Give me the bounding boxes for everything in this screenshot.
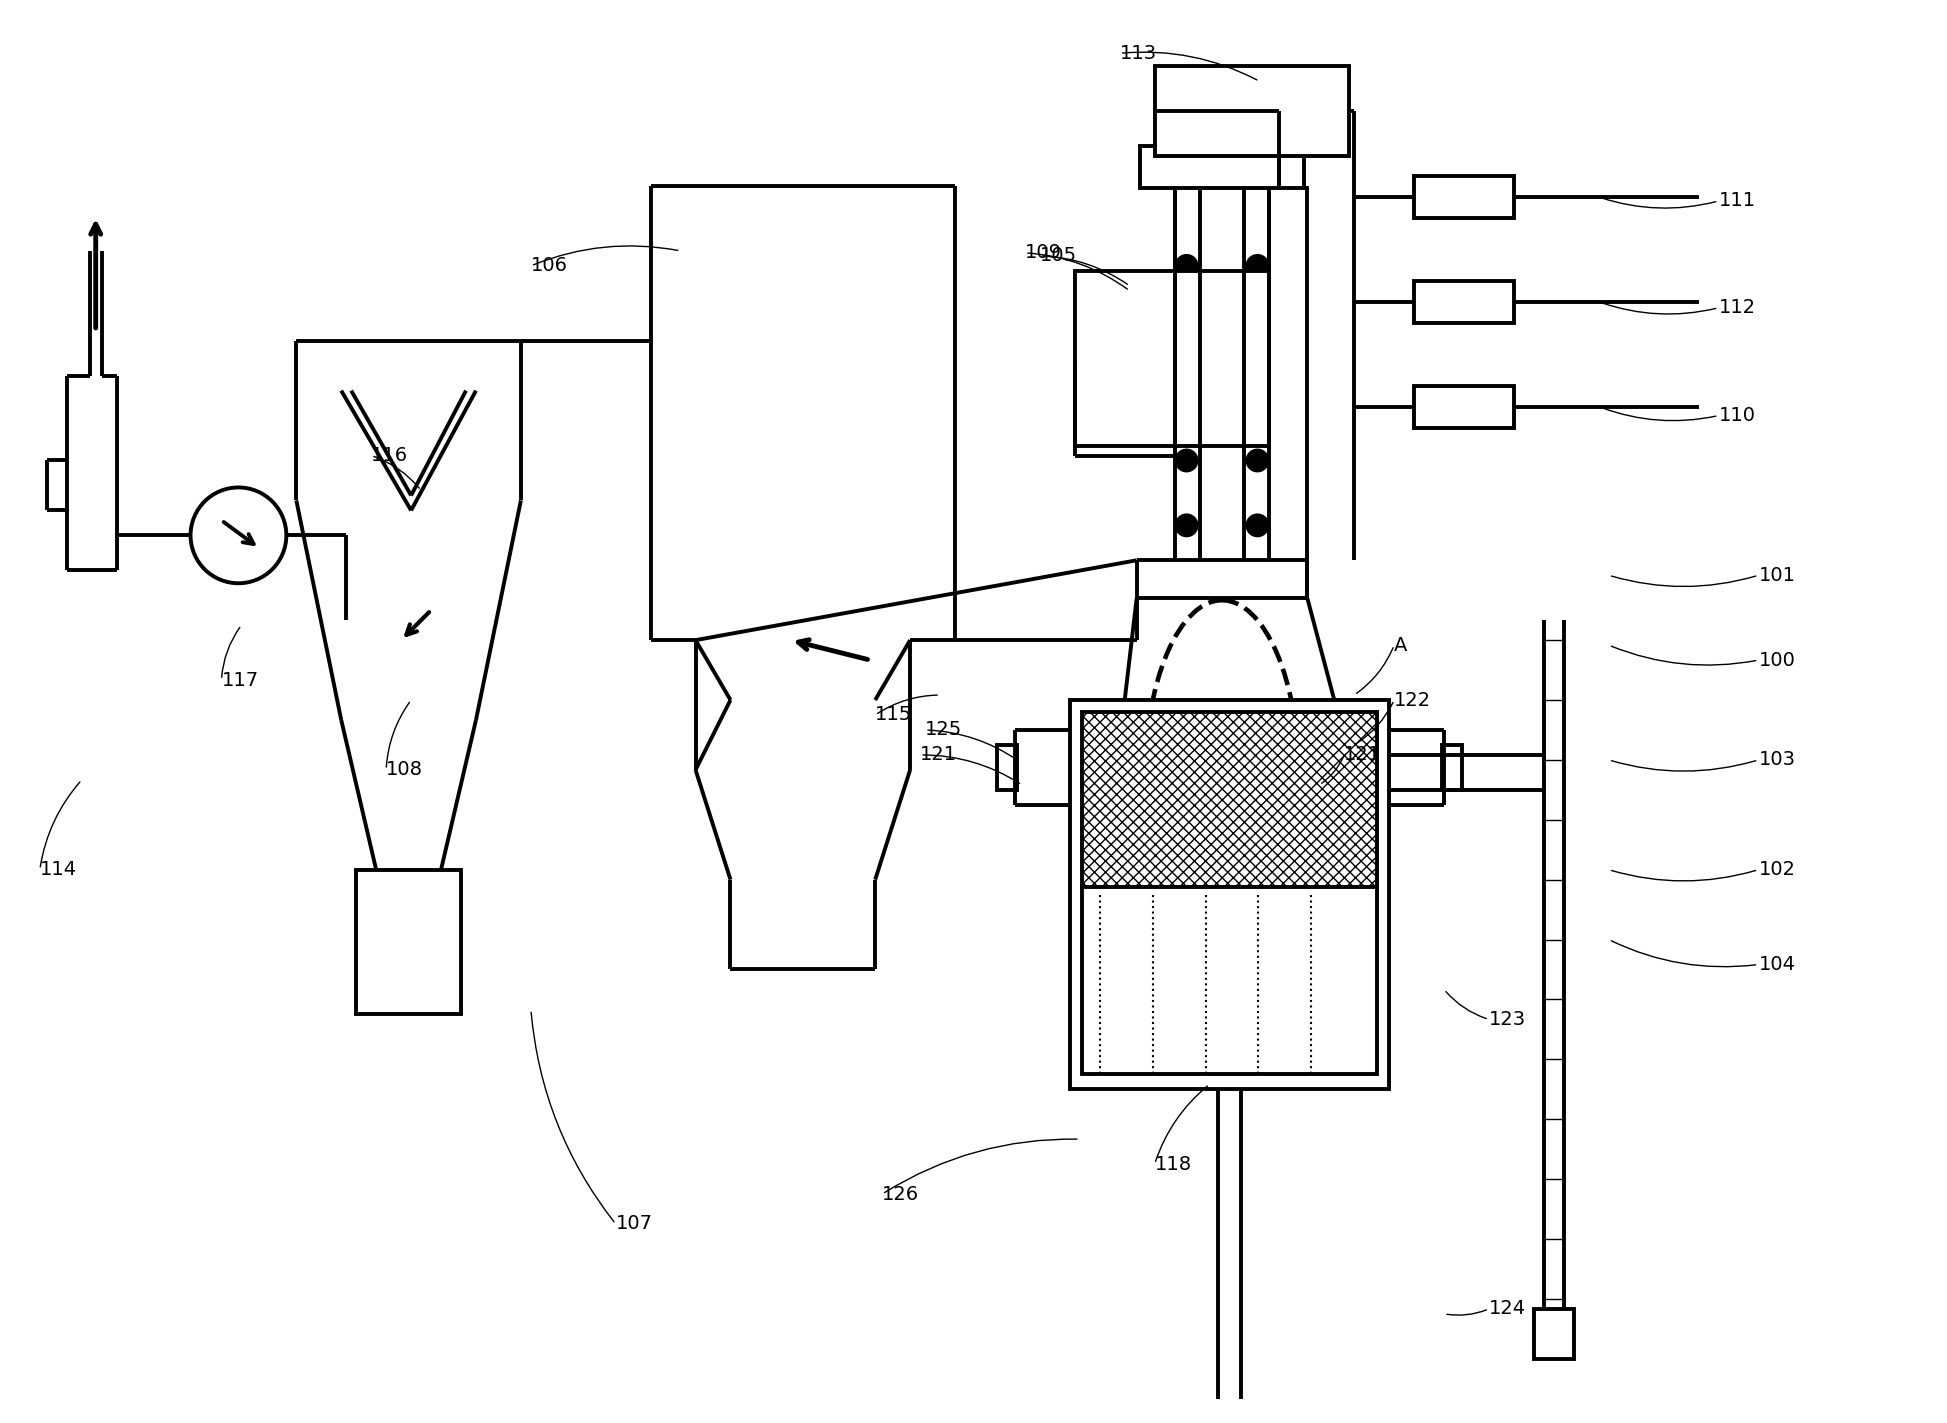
- Circle shape: [1176, 386, 1197, 406]
- Text: 104: 104: [1758, 955, 1795, 973]
- Text: 115: 115: [876, 706, 913, 724]
- Text: 118: 118: [1155, 1154, 1192, 1174]
- Bar: [997, 744, 1016, 790]
- Bar: [1155, 67, 1349, 157]
- Text: 105: 105: [1040, 246, 1077, 266]
- Bar: [1534, 1309, 1573, 1359]
- Text: 109: 109: [1024, 243, 1061, 262]
- Text: 110: 110: [1719, 406, 1756, 425]
- Bar: [1414, 280, 1515, 323]
- Circle shape: [1248, 256, 1267, 276]
- Text: 108: 108: [386, 760, 422, 780]
- Text: 125: 125: [925, 720, 962, 740]
- Text: 123: 123: [1489, 1010, 1526, 1029]
- Text: 106: 106: [532, 256, 569, 276]
- Bar: [1414, 176, 1515, 218]
- Circle shape: [1176, 515, 1197, 535]
- Circle shape: [1248, 451, 1267, 471]
- Circle shape: [1248, 515, 1267, 535]
- Text: 122: 122: [1394, 690, 1431, 710]
- Text: 117: 117: [222, 670, 259, 690]
- Text: 112: 112: [1719, 299, 1756, 317]
- Text: 121: 121: [921, 746, 958, 764]
- Bar: [1139, 147, 1304, 188]
- Bar: [1083, 712, 1377, 887]
- Text: 103: 103: [1758, 750, 1795, 770]
- Text: 113: 113: [1120, 44, 1157, 63]
- Text: 114: 114: [39, 859, 78, 879]
- Text: 107: 107: [615, 1214, 652, 1234]
- Bar: [1083, 887, 1377, 1074]
- Text: 116: 116: [372, 445, 409, 465]
- Bar: [356, 869, 461, 1015]
- Text: 101: 101: [1758, 566, 1795, 585]
- Bar: [1443, 744, 1462, 790]
- Bar: [1069, 700, 1390, 1089]
- Circle shape: [1248, 386, 1267, 406]
- Text: 121: 121: [1343, 746, 1382, 764]
- Text: A: A: [1394, 636, 1408, 655]
- Bar: [1075, 270, 1269, 445]
- Circle shape: [191, 488, 286, 583]
- Circle shape: [1248, 320, 1267, 340]
- Bar: [1414, 386, 1515, 427]
- Circle shape: [1176, 320, 1197, 340]
- Text: 126: 126: [882, 1184, 919, 1204]
- Text: 111: 111: [1719, 192, 1756, 211]
- Circle shape: [1176, 256, 1197, 276]
- Text: 102: 102: [1758, 859, 1795, 879]
- Text: 124: 124: [1489, 1299, 1526, 1318]
- Text: 100: 100: [1758, 650, 1795, 670]
- Circle shape: [1176, 451, 1197, 471]
